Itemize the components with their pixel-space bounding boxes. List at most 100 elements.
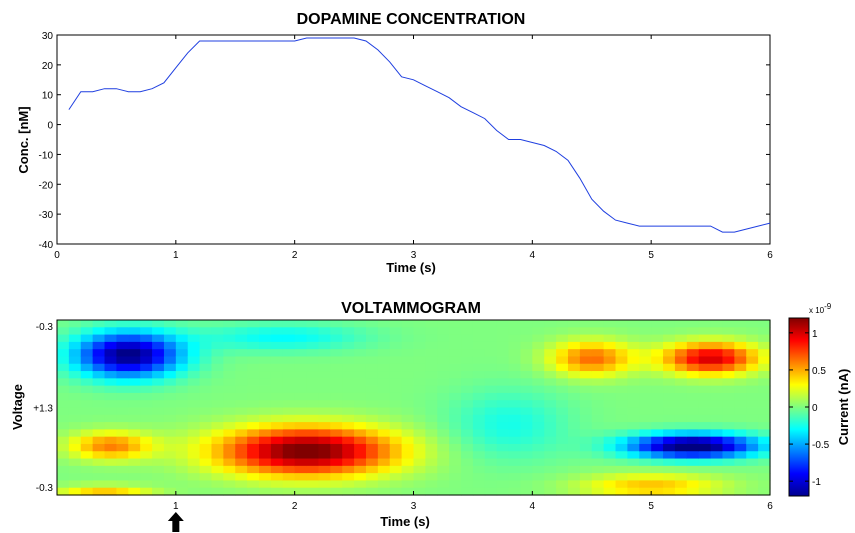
- heatmap-cell: [746, 458, 759, 467]
- heatmap-cell: [235, 451, 248, 460]
- heatmap-cell: [556, 443, 569, 452]
- heatmap-cell: [163, 320, 177, 328]
- heatmap-cell: [639, 371, 652, 379]
- heatmap-cell: [211, 349, 224, 358]
- heatmap-cell: [758, 400, 771, 409]
- heatmap-cell: [461, 341, 474, 350]
- heatmap-cell: [663, 414, 676, 423]
- heatmap-cell: [68, 443, 82, 452]
- heatmap-cell: [211, 356, 224, 365]
- heatmap-cell: [556, 378, 569, 387]
- heatmap-cell: [163, 327, 177, 336]
- heatmap-cell: [354, 473, 367, 482]
- heatmap-cell: [508, 400, 522, 409]
- heatmap-cell: [140, 327, 153, 336]
- heatmap-cell: [508, 363, 522, 372]
- heatmap-cell: [116, 473, 129, 482]
- heatmap-cell: [175, 320, 189, 328]
- heatmap-cell: [318, 414, 331, 423]
- heatmap-cell: [294, 414, 308, 423]
- heatmap-cell: [152, 400, 165, 409]
- heatmap-cell: [259, 451, 272, 460]
- heatmap-cell: [354, 349, 367, 358]
- heatmap-cell: [259, 327, 272, 336]
- heatmap-cell: [579, 356, 593, 365]
- heatmap-cell: [413, 385, 426, 394]
- heatmap-cell: [413, 371, 426, 379]
- heatmap-cell: [389, 473, 403, 482]
- heatmap-cell: [92, 407, 106, 416]
- heatmap-cell: [223, 378, 236, 387]
- heatmap-cell: [698, 371, 712, 379]
- heatmap-cell: [484, 465, 498, 474]
- heatmap-cell: [710, 422, 724, 430]
- heatmap-cell: [413, 407, 426, 416]
- heatmap-cell: [508, 465, 522, 474]
- heatmap-cell: [734, 334, 747, 343]
- heatmap-cell: [663, 356, 676, 365]
- heatmap-cell: [437, 371, 450, 379]
- heatmap-cell: [306, 429, 320, 438]
- heatmap-cell: [544, 378, 557, 387]
- heatmap-cell: [175, 334, 189, 343]
- heatmap-cell: [259, 458, 272, 467]
- heatmap-cell: [235, 487, 248, 496]
- heatmap-cell: [401, 458, 415, 467]
- heatmap-cell: [437, 378, 450, 387]
- heatmap-cell: [342, 451, 355, 460]
- heatmap-cell: [449, 458, 462, 467]
- heatmap-cell: [698, 327, 712, 336]
- heatmap-cell: [68, 327, 82, 336]
- heatmap-cell: [639, 465, 652, 474]
- heatmap-cell: [377, 414, 391, 423]
- heatmap-cell: [472, 320, 486, 328]
- heatmap-cell: [294, 334, 308, 343]
- heatmap-cell: [104, 407, 118, 416]
- heatmap-cell: [461, 458, 474, 467]
- heatmap-cell: [663, 320, 676, 328]
- heatmap-cell: [591, 341, 605, 350]
- heatmap-cell: [187, 334, 201, 343]
- heatmap-cell: [698, 473, 712, 482]
- heatmap-cell: [306, 400, 320, 409]
- heatmap-cell: [389, 451, 403, 460]
- heatmap-cell: [235, 407, 248, 416]
- heatmap-cell: [591, 458, 605, 467]
- heatmap-cell: [437, 451, 450, 460]
- heatmap-cell: [223, 443, 236, 452]
- heatmap-cell: [282, 327, 296, 336]
- heatmap-cell: [544, 414, 557, 423]
- heatmap-cell: [674, 458, 688, 467]
- heatmap-cell: [116, 378, 129, 387]
- heatmap-cell: [128, 487, 141, 496]
- heatmap-cell: [199, 458, 213, 467]
- heatmap-cell: [472, 436, 486, 445]
- heatmap-cell: [651, 334, 664, 343]
- heatmap-cell: [472, 349, 486, 358]
- heatmap-cell: [567, 400, 581, 409]
- heatmap-cell: [354, 422, 367, 430]
- heatmap-cell: [80, 487, 94, 496]
- heatmap-cell: [235, 429, 248, 438]
- heatmap-cell: [591, 385, 605, 394]
- heatmap-cell: [104, 371, 118, 379]
- heatmap-cell: [663, 327, 676, 336]
- heatmap-cell: [389, 327, 403, 336]
- heatmap-cell: [354, 458, 367, 467]
- heatmap-cell: [68, 392, 82, 401]
- heatmap-cell: [734, 378, 747, 387]
- heatmap-cell: [389, 407, 403, 416]
- heatmap-cell: [639, 451, 652, 460]
- heatmap-cell: [674, 371, 688, 379]
- heatmap-cell: [520, 341, 533, 350]
- heatmap-cell: [425, 465, 438, 474]
- heatmap-cell: [425, 385, 438, 394]
- heatmap-cell: [80, 349, 94, 358]
- heatmap-cell: [116, 349, 129, 358]
- heatmap-cell: [235, 341, 248, 350]
- heatmap-cell: [579, 451, 593, 460]
- heatmap-cell: [187, 392, 201, 401]
- heatmap-cell: [698, 422, 712, 430]
- heatmap-cell: [116, 400, 129, 409]
- heatmap-cell: [556, 400, 569, 409]
